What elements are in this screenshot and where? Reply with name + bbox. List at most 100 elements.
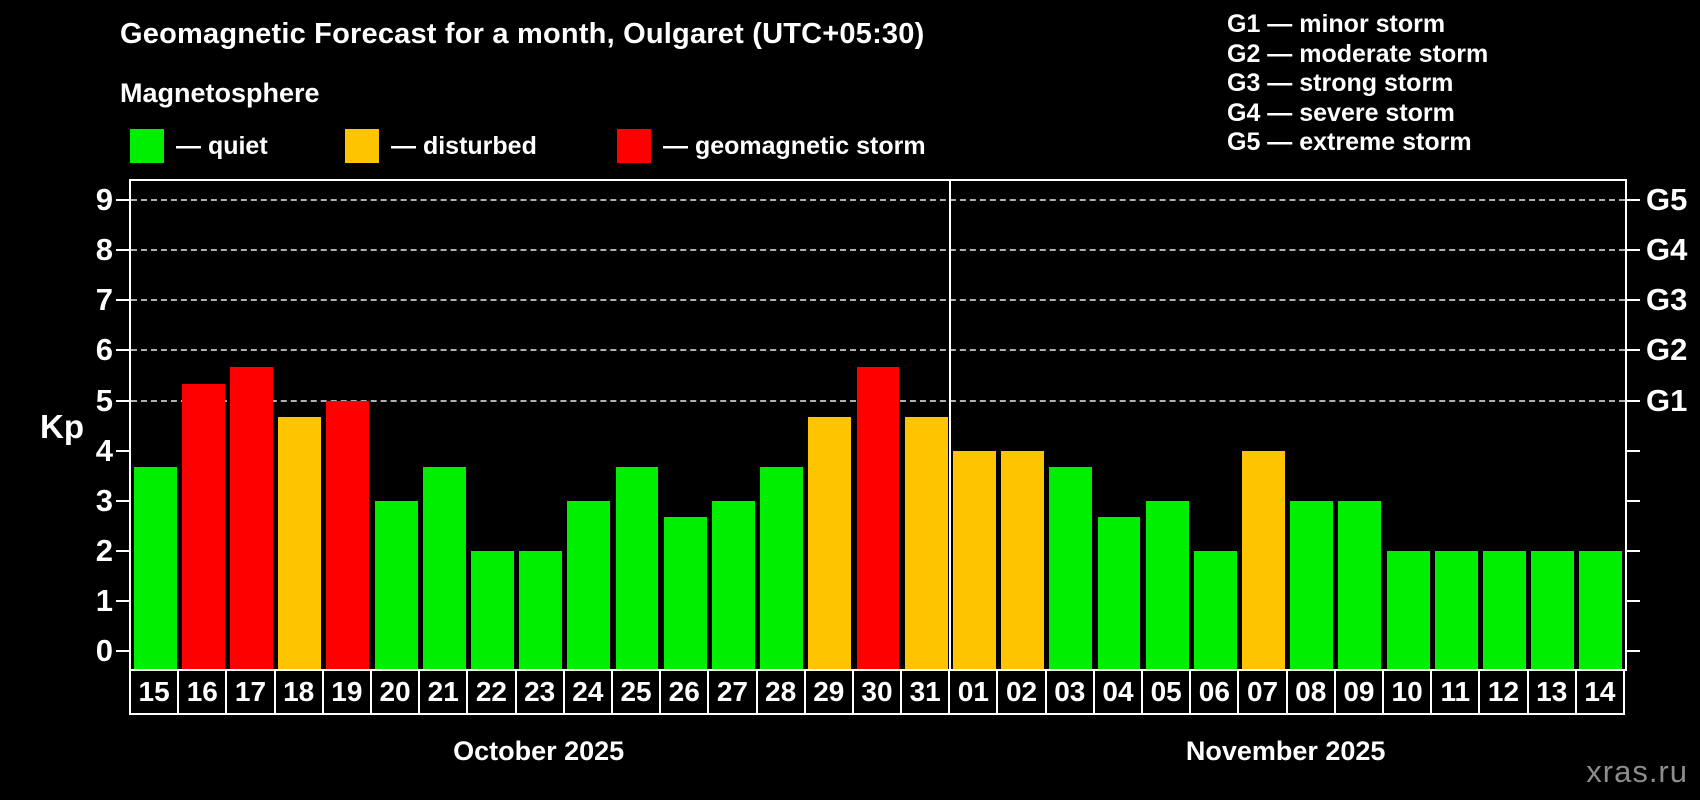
- date-label-16: 16: [177, 669, 228, 715]
- kp-bar-day-04: [1097, 517, 1141, 669]
- date-label-23: 23: [514, 669, 565, 715]
- kp-bar-day-30: [856, 366, 900, 669]
- date-label-09: 09: [1333, 669, 1385, 715]
- legend-label-storm: — geomagnetic storm: [663, 131, 926, 160]
- kp-bar-day-11: [1434, 550, 1478, 669]
- date-label-08: 08: [1285, 669, 1336, 715]
- gridline-kp6: [131, 349, 1625, 352]
- date-label-07: 07: [1237, 669, 1288, 715]
- kp-bar-day-27: [711, 500, 755, 669]
- quiet-color-swatch: [130, 129, 164, 163]
- date-label-10: 10: [1382, 669, 1433, 715]
- watermark: xras.ru: [1586, 754, 1688, 789]
- kp-bar-day-16: [181, 383, 225, 669]
- left-axis-tick-0: [116, 650, 129, 652]
- g-legend-line-g1: G1 — minor storm: [1227, 10, 1446, 38]
- kp-bar-day-25: [615, 467, 659, 669]
- g-level-label-g4: G4: [1646, 232, 1688, 268]
- date-label-24: 24: [562, 669, 613, 715]
- date-label-27: 27: [707, 669, 758, 715]
- kp-bar-day-19: [326, 400, 370, 669]
- month-separator: [949, 181, 952, 669]
- y-tick-label-2: 2: [95, 532, 113, 568]
- date-label-01: 01: [948, 669, 999, 715]
- right-axis-tick-9: [1627, 199, 1640, 202]
- date-label-14: 14: [1574, 669, 1625, 715]
- y-tick-label-4: 4: [95, 432, 113, 468]
- date-label-12: 12: [1478, 669, 1529, 715]
- date-label-03: 03: [1044, 669, 1095, 715]
- right-axis-tick-6: [1627, 349, 1640, 352]
- plot-area: [129, 179, 1627, 671]
- kp-bar-day-12: [1483, 550, 1526, 669]
- date-label-28: 28: [755, 669, 806, 715]
- y-tick-label-0: 0: [95, 633, 113, 668]
- date-label-15: 15: [129, 669, 180, 715]
- kp-bar-day-02: [1001, 450, 1045, 669]
- date-label-20: 20: [369, 669, 421, 715]
- date-label-19: 19: [321, 669, 372, 715]
- kp-bar-day-08: [1290, 500, 1334, 669]
- y-axis-title: Kp: [40, 408, 84, 445]
- date-axis: 15 16 17 18 19 20 21 22 23 24 25 26 27 28 29 30 31 01 02 03…: [129, 669, 1627, 715]
- kp-bar-day-23: [519, 550, 563, 669]
- kp-bar-day-14: [1579, 550, 1623, 669]
- gridline-kp7: [131, 299, 1625, 302]
- kp-bar-day-01: [952, 450, 996, 669]
- legend-label-quiet: — quiet: [176, 131, 268, 160]
- legend-label-disturbed: — disturbed: [391, 131, 537, 160]
- g-scale-legend: G1 — minor storm G2 — moderate storm G3 …: [1227, 10, 1488, 158]
- date-label-18: 18: [273, 669, 324, 715]
- left-axis-tick-1: [116, 599, 129, 602]
- right-axis-tick-5: [1627, 399, 1640, 402]
- y-tick-label-3: 3: [95, 482, 113, 518]
- g-legend-line-g2: G2 — moderate storm: [1227, 39, 1489, 68]
- date-label-30: 30: [851, 669, 903, 715]
- date-label-11: 11: [1430, 669, 1481, 715]
- left-axis-tick-3: [116, 499, 129, 502]
- kp-bar-day-22: [471, 550, 514, 669]
- y-tick-label-9: 9: [95, 182, 113, 218]
- gridline-kp9: [131, 199, 1625, 202]
- kp-bar-day-24: [567, 500, 611, 669]
- right-axis-tick-4: [1627, 449, 1640, 452]
- legend-item-quiet: — quiet: [130, 128, 268, 164]
- disturbed-color-swatch: [345, 129, 379, 163]
- kp-bar-day-13: [1531, 550, 1575, 669]
- date-label-02: 02: [996, 669, 1047, 715]
- date-label-25: 25: [610, 669, 662, 715]
- left-axis-tick-5: [116, 399, 129, 402]
- date-label-17: 17: [225, 669, 276, 715]
- kp-bar-day-28: [760, 467, 804, 669]
- date-label-05: 05: [1141, 669, 1192, 715]
- left-axis-tick-7: [116, 299, 129, 302]
- date-label-31: 31: [900, 669, 951, 715]
- kp-bar-day-10: [1386, 550, 1430, 669]
- chart-subtitle: Magnetosphere: [120, 78, 320, 108]
- g-legend-line-g3: G3 — strong storm: [1227, 69, 1454, 97]
- g-legend-line-g4: G4 — severe storm: [1227, 98, 1455, 127]
- kp-bar-day-21: [422, 467, 466, 669]
- y-tick-label-6: 6: [95, 332, 113, 368]
- date-label-21: 21: [418, 669, 469, 715]
- left-axis-tick-4: [116, 449, 129, 452]
- right-axis-tick-1: [1627, 599, 1640, 602]
- month-label-0: October 2025: [453, 736, 625, 766]
- kp-bar-day-31: [904, 417, 948, 669]
- chart-title: Geomagnetic Forecast for a month, Oulgar…: [120, 18, 925, 50]
- right-axis-tick-3: [1627, 499, 1640, 502]
- month-label-1: November 2025: [1185, 736, 1386, 766]
- gridline-kp8: [131, 249, 1625, 252]
- left-axis-tick-2: [116, 549, 129, 552]
- right-axis-tick-8: [1627, 249, 1640, 252]
- right-axis-tick-0: [1627, 650, 1640, 652]
- g-level-label-g5: G5: [1646, 182, 1688, 218]
- right-axis-tick-7: [1627, 299, 1640, 302]
- date-label-26: 26: [659, 669, 710, 715]
- storm-color-swatch: [617, 129, 651, 163]
- kp-bar-day-06: [1193, 550, 1237, 669]
- y-tick-label-8: 8: [95, 232, 113, 268]
- y-tick-label-1: 1: [95, 582, 113, 618]
- right-axis-tick-2: [1627, 549, 1640, 552]
